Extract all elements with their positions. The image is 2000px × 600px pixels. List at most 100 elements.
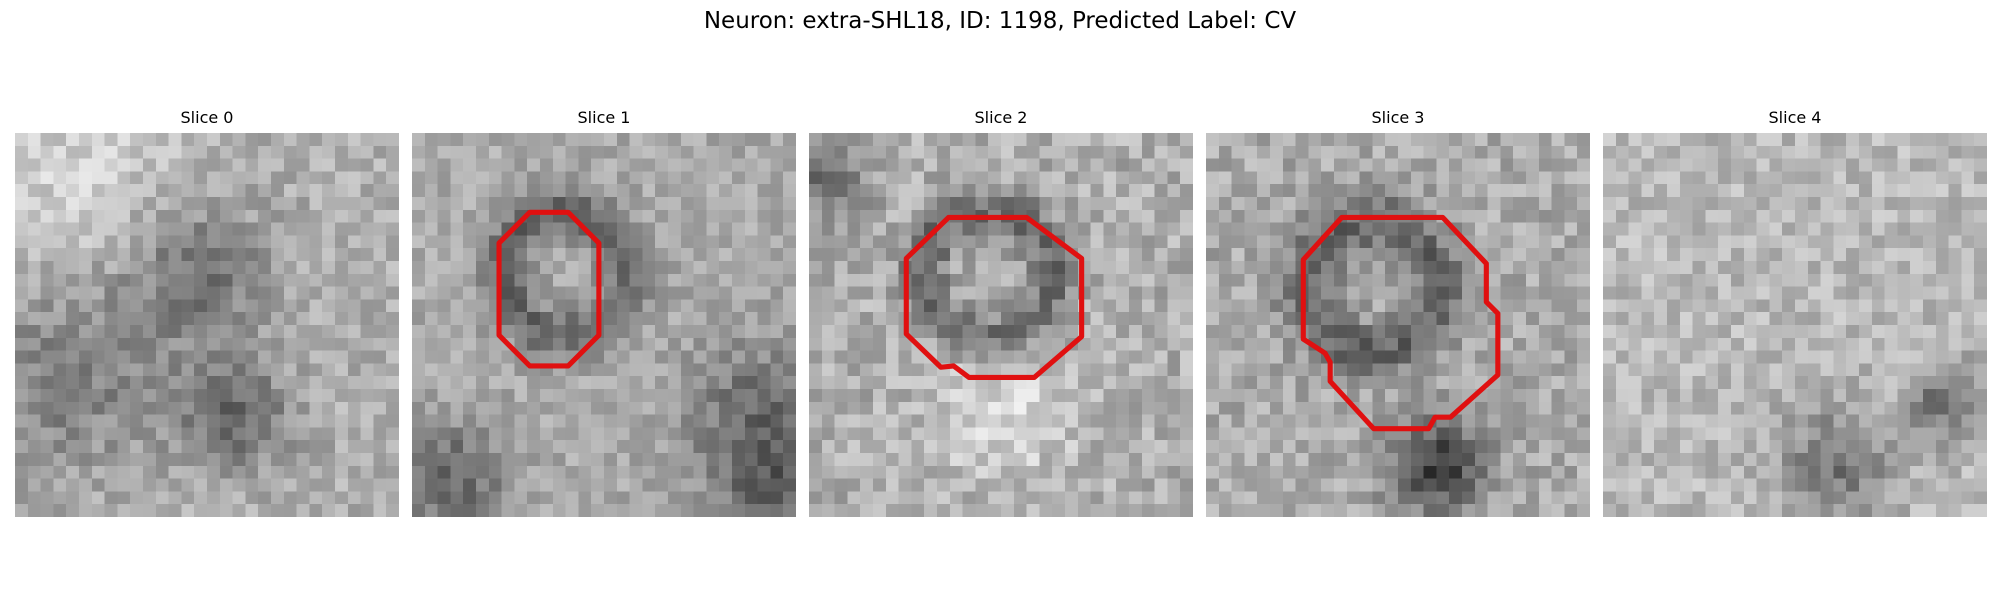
pixel	[629, 158, 643, 172]
pixel	[309, 197, 323, 211]
pixel	[258, 504, 272, 517]
pixel	[207, 478, 221, 492]
pixel	[540, 235, 554, 249]
pixel	[347, 376, 361, 390]
pixel	[1705, 504, 1719, 517]
pixel	[706, 453, 720, 467]
pixel	[40, 209, 54, 223]
pixel	[975, 273, 989, 287]
pixel	[1321, 133, 1335, 147]
pixel	[1615, 184, 1629, 198]
pixel	[66, 389, 80, 403]
pixel	[1551, 363, 1565, 377]
pixel	[258, 465, 272, 479]
pixel	[1884, 286, 1898, 300]
pixel	[1859, 171, 1873, 185]
pixel	[1782, 248, 1796, 262]
pixel	[1782, 504, 1796, 517]
pixel	[1167, 465, 1181, 479]
pixel	[271, 209, 285, 223]
pixel	[450, 376, 464, 390]
pixel	[873, 389, 887, 403]
pixel	[873, 414, 887, 428]
pixel	[770, 401, 784, 415]
pixel	[591, 504, 605, 517]
pixel	[424, 248, 438, 262]
pixel	[1346, 248, 1360, 262]
pixel	[1667, 273, 1681, 287]
pixel	[860, 363, 874, 377]
pixel	[1103, 337, 1117, 351]
pixel	[232, 478, 246, 492]
pixel	[578, 133, 592, 147]
pixel	[130, 363, 144, 377]
pixel	[1871, 491, 1885, 505]
pixel	[1859, 197, 1873, 211]
pixel	[91, 376, 105, 390]
pixel	[373, 145, 387, 159]
pixel	[1052, 261, 1066, 275]
pixel	[1782, 401, 1796, 415]
pixel	[1871, 261, 1885, 275]
pixel	[1282, 248, 1296, 262]
pixel	[1334, 504, 1348, 517]
pixel	[66, 376, 80, 390]
pixel	[514, 158, 528, 172]
pixel	[296, 273, 310, 287]
pixel	[322, 273, 336, 287]
pixel	[40, 401, 54, 415]
pixel	[1206, 389, 1220, 403]
pixel	[1410, 478, 1424, 492]
pixel	[1513, 158, 1527, 172]
pixel	[1116, 209, 1130, 223]
pixel	[488, 440, 502, 454]
pixel	[450, 504, 464, 517]
pixel	[296, 299, 310, 313]
pixel	[437, 350, 451, 364]
pixel	[1679, 427, 1693, 441]
pixel	[642, 504, 656, 517]
pixel	[1846, 453, 1860, 467]
pixel	[693, 286, 707, 300]
pixel	[1129, 427, 1143, 441]
pixel	[1654, 465, 1668, 479]
pixel	[155, 299, 169, 313]
pixel	[809, 376, 823, 390]
pixel	[1001, 389, 1015, 403]
pixel	[1359, 222, 1373, 236]
pixel	[27, 453, 41, 467]
pixel	[1308, 184, 1322, 198]
pixel	[552, 184, 566, 198]
pixel	[360, 133, 374, 147]
pixel	[104, 350, 118, 364]
pixel	[949, 235, 963, 249]
pixel	[1103, 312, 1117, 326]
pixel	[540, 158, 554, 172]
pixel	[1795, 325, 1809, 339]
pixel	[309, 273, 323, 287]
pixel	[1846, 325, 1860, 339]
pixel	[1667, 363, 1681, 377]
pixel	[1013, 491, 1027, 505]
pixel	[847, 261, 861, 275]
pixel	[1308, 478, 1322, 492]
pixel	[719, 261, 733, 275]
pixel	[527, 145, 541, 159]
pixel	[1833, 235, 1847, 249]
pixel	[1731, 209, 1745, 223]
pixel	[335, 235, 349, 249]
pixel	[53, 312, 67, 326]
pixel	[706, 248, 720, 262]
pixel	[1026, 440, 1040, 454]
pixel	[232, 337, 246, 351]
pixel	[1910, 453, 1924, 467]
pixel	[1039, 312, 1053, 326]
pixel	[1679, 158, 1693, 172]
pixel	[616, 299, 630, 313]
pixel	[770, 222, 784, 236]
pixel	[1526, 171, 1540, 185]
pixel	[1065, 491, 1079, 505]
pixel	[642, 376, 656, 390]
pixel	[91, 209, 105, 223]
pixel	[1270, 325, 1284, 339]
